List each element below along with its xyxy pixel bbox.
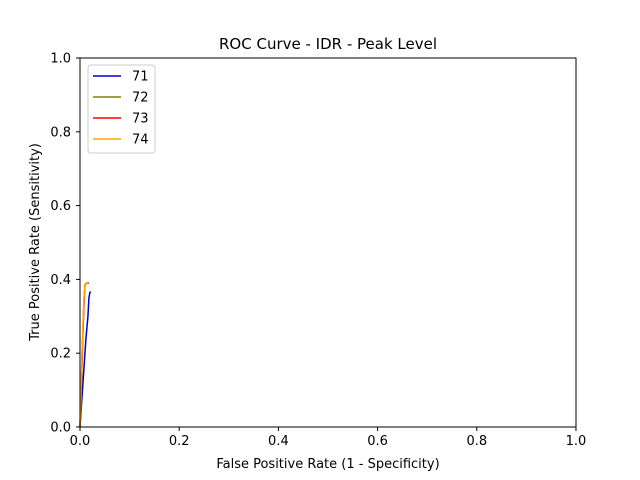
legend: 71 72 73 74 bbox=[87, 64, 156, 154]
x-tick-label: 0.4 bbox=[268, 434, 289, 449]
legend-label-74: 74 bbox=[132, 133, 149, 148]
x-tick-label: 0.0 bbox=[70, 434, 91, 449]
legend-label-73: 73 bbox=[132, 112, 149, 127]
plot-frame bbox=[79, 57, 577, 428]
y-tick-label: 0.6 bbox=[50, 199, 71, 214]
y-tick-label: 1.0 bbox=[50, 52, 71, 67]
series-line-74 bbox=[79, 282, 88, 428]
x-tick-label: 0.8 bbox=[466, 434, 487, 449]
legend-box bbox=[87, 64, 156, 154]
y-tick-label: 0.2 bbox=[50, 347, 71, 362]
x-tick-label: 1.0 bbox=[566, 434, 587, 449]
axes-layer: 0.0 0.2 0.4 0.6 0.8 1.0 0.0 0.2 0.4 0.6 0.8 1.0 bbox=[50, 52, 586, 450]
x-tick-label: 0.2 bbox=[169, 434, 190, 449]
y-tick-label: 0.4 bbox=[50, 273, 71, 288]
series-layer bbox=[79, 282, 91, 428]
x-tick-label: 0.6 bbox=[367, 434, 388, 449]
legend-label-72: 72 bbox=[132, 91, 149, 106]
y-axis-label: True Positive Rate (Sensitivity) bbox=[28, 143, 43, 342]
x-axis-label: False Positive Rate (1 - Specificity) bbox=[216, 457, 439, 472]
legend-label-71: 71 bbox=[132, 70, 149, 85]
chart-title: ROC Curve - IDR - Peak Level bbox=[219, 35, 437, 53]
y-tick-label: 0.0 bbox=[50, 421, 71, 436]
y-tick-label: 0.8 bbox=[50, 125, 71, 140]
series-line-71 bbox=[79, 291, 91, 428]
